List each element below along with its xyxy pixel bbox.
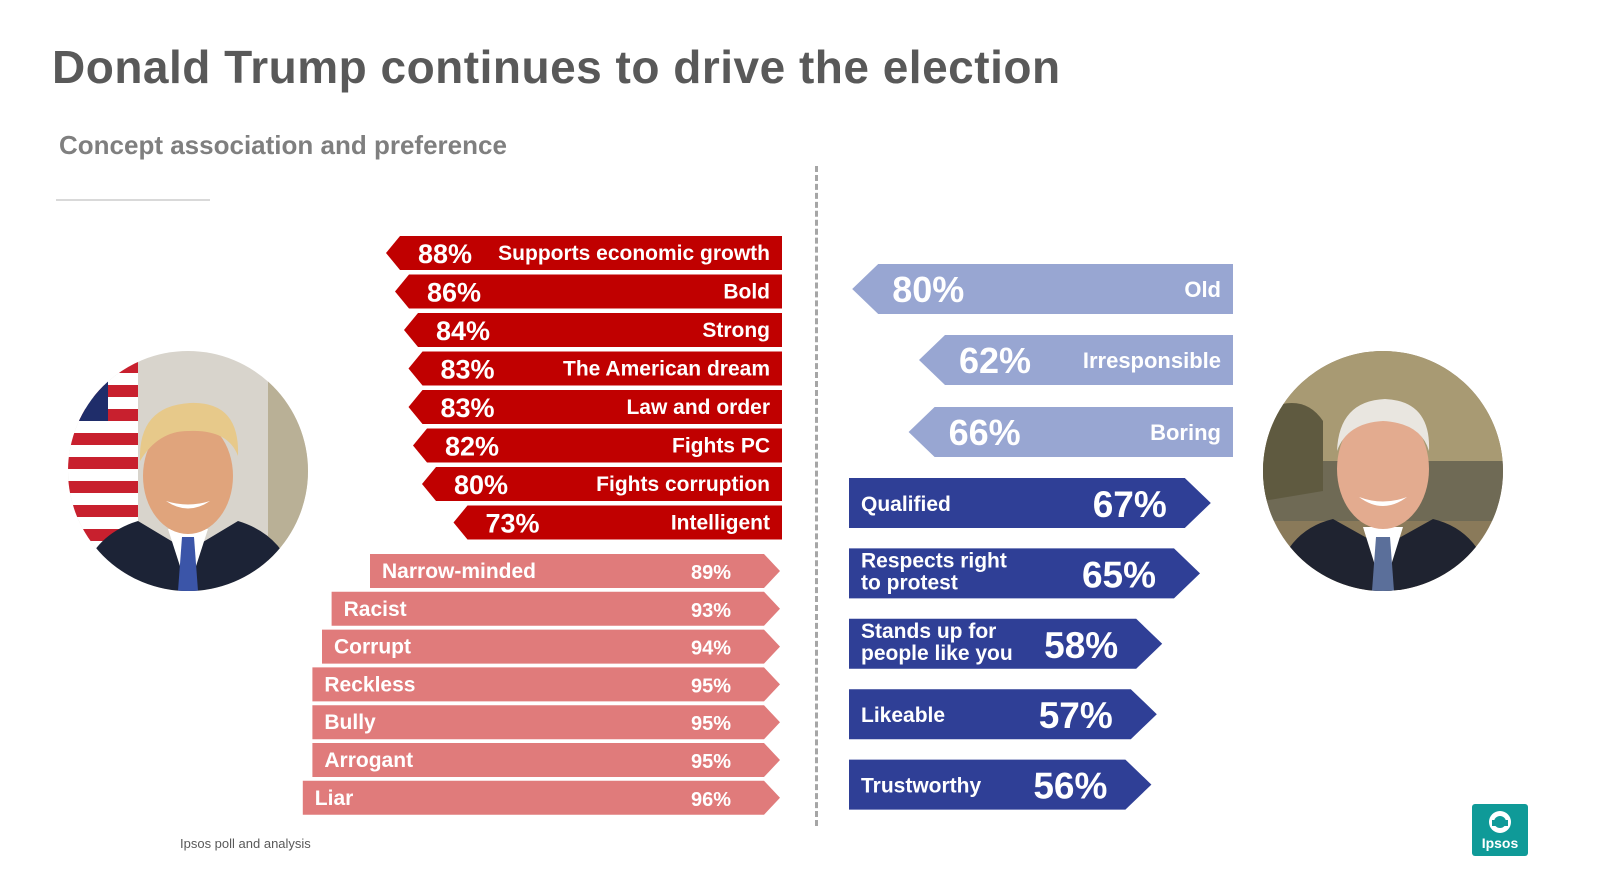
trump-positive-label-strong: Strong — [702, 319, 770, 342]
trump-negative-value: 93% — [691, 600, 731, 622]
trump-negative-bar — [312, 743, 780, 777]
biden-positive-value: 67% — [1093, 484, 1167, 525]
trump-negative-value: 96% — [691, 789, 731, 811]
page-subtitle: Concept association and preference — [59, 130, 507, 160]
trump-negative-bar — [322, 629, 780, 664]
trump-positive-value: 83% — [441, 355, 495, 385]
trump-positive-bar — [453, 505, 782, 540]
trump-negative-label-arrogant: Arrogant — [324, 749, 413, 772]
trump-negative-value: 95% — [691, 751, 731, 773]
trump-positive-bar — [413, 428, 782, 463]
trump-negative-label-liar: Liar — [315, 787, 354, 810]
trump-negative-bar — [370, 554, 780, 588]
trump-positive-label-bold: Bold — [723, 281, 770, 304]
trump-positive-label-law-and-order: Law and order — [626, 396, 770, 419]
biden-positive-label-trustworthy: Trustworthy — [861, 775, 981, 798]
biden-negative-label-old: Old — [1184, 277, 1221, 302]
biden-negative-value: 62% — [959, 340, 1031, 381]
biden-positive-bar — [849, 618, 1163, 669]
trump-negative-bar — [312, 667, 780, 702]
trump-negative-label-bully: Bully — [324, 711, 376, 734]
biden-negative-bar — [908, 407, 1233, 457]
trump-positive-bar — [404, 313, 782, 347]
trump-positive-bar — [386, 236, 782, 270]
trump-positive-value: 86% — [427, 278, 481, 308]
biden-negative-value: 66% — [949, 412, 1021, 453]
trump-negative-value: 89% — [691, 562, 731, 584]
biden-positive-value: 57% — [1039, 695, 1113, 736]
biden-positive-label-line-stands-up-for: Stands up for — [861, 620, 996, 643]
biden-positive-bar — [849, 689, 1157, 740]
trump-negative-bar — [302, 780, 780, 815]
trump-photo — [68, 351, 308, 591]
biden-positive-label-likeable: Likeable — [861, 704, 945, 727]
trump-positive-label-intelligent: Intelligent — [671, 512, 770, 535]
biden-negative-bar — [919, 335, 1233, 385]
biden-positive-label-line-people-like-you: people like you — [861, 642, 1013, 665]
trump-positive-bar — [408, 351, 782, 386]
biden-positive-value: 58% — [1044, 625, 1118, 666]
trump-negative-value: 95% — [691, 675, 731, 697]
biden-positive-bar — [849, 759, 1152, 810]
trump-positive-label-the-american-dream: The American dream — [563, 358, 770, 381]
trump-positive-value: 73% — [486, 509, 540, 539]
trump-positive-bar — [408, 390, 782, 424]
biden-positive-label-line-respects-right: Respects right — [861, 549, 1007, 572]
trump-negative-value: 94% — [691, 638, 731, 660]
biden-positive-value: 65% — [1082, 554, 1156, 595]
ipsos-logo: Ipsos — [1472, 804, 1528, 856]
biden-positive-label-qualified: Qualified — [861, 493, 951, 516]
trump-positive-label-fights-pc: Fights PC — [672, 435, 770, 458]
trump-positive-label-supports-economic-growth: Supports economic growth — [498, 242, 770, 265]
ipsos-logo-text: Ipsos — [1481, 835, 1519, 851]
title-rule — [56, 199, 210, 201]
biden-negative-label-boring: Boring — [1150, 420, 1221, 445]
biden-positive-label-line-to-protest: to protest — [861, 571, 958, 594]
biden-positive-value: 56% — [1033, 766, 1107, 807]
trump-negative-value: 95% — [691, 713, 731, 735]
biden-negative-label-irresponsible: Irresponsible — [1083, 348, 1221, 373]
trump-negative-bar — [331, 591, 780, 626]
trump-negative-label-corrupt: Corrupt — [334, 636, 411, 659]
trump-negative-bar — [312, 705, 780, 740]
trump-positive-value: 88% — [418, 239, 472, 269]
trump-positive-value: 83% — [441, 393, 495, 423]
trump-negative-label-narrow-minded: Narrow-minded — [382, 560, 536, 583]
page-title: Donald Trump continues to drive the elec… — [52, 41, 1061, 93]
trump-positive-value: 82% — [445, 432, 499, 462]
source-note: Ipsos poll and analysis — [180, 836, 311, 851]
trump-positive-value: 84% — [436, 316, 490, 346]
biden-positive-bar — [849, 548, 1200, 599]
trump-negative-label-reckless: Reckless — [324, 673, 415, 696]
center-divider — [815, 166, 818, 826]
trump-positive-bar — [422, 467, 782, 501]
biden-negative-bar — [852, 264, 1233, 314]
trump-negative-label-racist: Racist — [344, 598, 407, 621]
trump-positive-label-fights-corruption: Fights corruption — [596, 473, 770, 496]
biden-positive-bar — [849, 478, 1211, 528]
trump-positive-value: 80% — [454, 470, 508, 500]
trump-positive-bar — [395, 274, 782, 309]
biden-negative-value: 80% — [892, 269, 964, 310]
